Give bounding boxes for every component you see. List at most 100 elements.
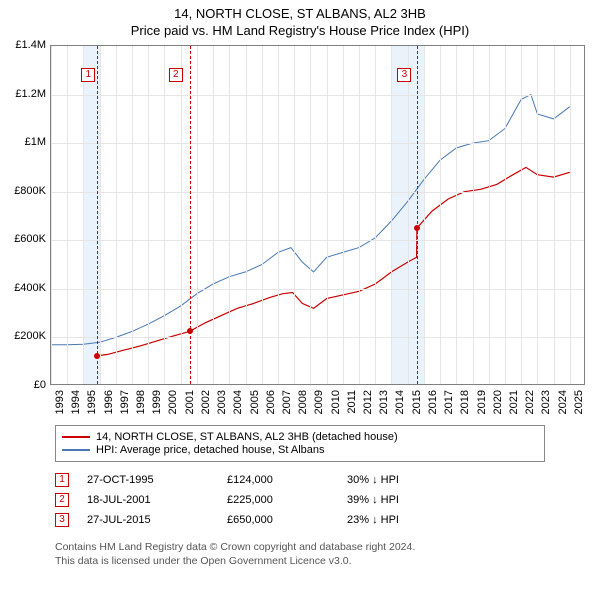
sale-point [414, 225, 420, 231]
sale-row: 2 18-JUL-2001 £225,000 39% ↓ HPI [55, 490, 545, 510]
attribution-line: This data is licensed under the Open Gov… [55, 554, 545, 568]
sale-point [94, 353, 100, 359]
gridline-x [278, 46, 279, 384]
x-axis-label: 2022 [524, 390, 536, 414]
sale-marker: 1 [81, 68, 95, 82]
gridline-x [343, 46, 344, 384]
gridline-x [181, 46, 182, 384]
gridline-x [375, 46, 376, 384]
gridline-x [67, 46, 68, 384]
gridline-x [100, 46, 101, 384]
x-axis-label: 1994 [70, 390, 82, 414]
sale-badge: 2 [55, 493, 69, 507]
x-axis-label: 2000 [167, 390, 179, 414]
gridline-x [424, 46, 425, 384]
legend: 14, NORTH CLOSE, ST ALBANS, AL2 3HB (det… [55, 425, 545, 462]
legend-row: HPI: Average price, detached house, St A… [62, 444, 538, 456]
x-axis-label: 2023 [540, 390, 552, 414]
x-axis-label: 1997 [119, 390, 131, 414]
gridline-x [310, 46, 311, 384]
sale-price: £650,000 [227, 514, 347, 526]
gridline-x [521, 46, 522, 384]
y-axis-label: £1M [0, 136, 46, 148]
gridline-x [391, 46, 392, 384]
gridline-x [456, 46, 457, 384]
x-axis-label: 2007 [281, 390, 293, 414]
sale-vline [417, 46, 418, 384]
attribution-line: Contains HM Land Registry data © Crown c… [55, 540, 545, 554]
plot-region: 1 2 3 [50, 45, 585, 385]
x-axis-label: 2018 [459, 390, 471, 414]
sale-delta: 30% ↓ HPI [347, 474, 467, 486]
x-axis-label: 2013 [378, 390, 390, 414]
gridline-x [473, 46, 474, 384]
x-axis-label: 2025 [573, 390, 585, 414]
chart-title-block: 14, NORTH CLOSE, ST ALBANS, AL2 3HB Pric… [0, 0, 600, 38]
legend-label: 14, NORTH CLOSE, ST ALBANS, AL2 3HB (det… [96, 431, 398, 443]
x-axis-label: 2002 [200, 390, 212, 414]
legend-swatch [62, 449, 90, 451]
y-axis-label: £600K [0, 233, 46, 245]
gridline-x [327, 46, 328, 384]
y-axis-label: £400K [0, 282, 46, 294]
x-axis-label: 2014 [394, 390, 406, 414]
gridline-x [116, 46, 117, 384]
y-axis-label: £0 [0, 379, 46, 391]
sale-vline [97, 46, 98, 384]
gridline-x [51, 46, 52, 384]
x-axis-label: 2004 [232, 390, 244, 414]
y-axis-label: £800K [0, 185, 46, 197]
sale-row: 3 27-JUL-2015 £650,000 23% ↓ HPI [55, 510, 545, 530]
sale-price: £124,000 [227, 474, 347, 486]
gridline-x [554, 46, 555, 384]
sales-table: 1 27-OCT-1995 £124,000 30% ↓ HPI 2 18-JU… [55, 470, 545, 530]
x-axis-label: 2011 [346, 390, 358, 414]
sale-date: 27-JUL-2015 [87, 514, 227, 526]
gridline-x [83, 46, 84, 384]
x-axis-label: 2003 [216, 390, 228, 414]
sale-row: 1 27-OCT-1995 £124,000 30% ↓ HPI [55, 470, 545, 490]
gridline-x [246, 46, 247, 384]
chart-title: 14, NORTH CLOSE, ST ALBANS, AL2 3HB [0, 6, 600, 21]
sale-date: 27-OCT-1995 [87, 474, 227, 486]
x-axis-label: 2016 [427, 390, 439, 414]
sale-badge: 3 [55, 513, 69, 527]
gridline-x [505, 46, 506, 384]
sale-marker: 3 [397, 68, 411, 82]
sale-price: £225,000 [227, 494, 347, 506]
sale-delta: 23% ↓ HPI [347, 514, 467, 526]
x-axis-label: 2015 [411, 390, 423, 414]
sale-point [187, 328, 193, 334]
x-axis-label: 2009 [313, 390, 325, 414]
gridline-x [294, 46, 295, 384]
x-axis-label: 1999 [151, 390, 163, 414]
x-axis-label: 1993 [54, 390, 66, 414]
legend-label: HPI: Average price, detached house, St A… [96, 444, 325, 456]
x-axis-label: 2005 [249, 390, 261, 414]
gridline-x [537, 46, 538, 384]
gridline-x [148, 46, 149, 384]
legend-row: 14, NORTH CLOSE, ST ALBANS, AL2 3HB (det… [62, 431, 538, 443]
gridline-x [440, 46, 441, 384]
x-axis-label: 1998 [135, 390, 147, 414]
gridline-x [359, 46, 360, 384]
x-axis-label: 2021 [508, 390, 520, 414]
x-axis-label: 2017 [443, 390, 455, 414]
x-axis-label: 2019 [476, 390, 488, 414]
gridline-x [570, 46, 571, 384]
x-axis-label: 2006 [265, 390, 277, 414]
y-axis-label: £200K [0, 330, 46, 342]
x-axis-label: 2024 [557, 390, 569, 414]
series-line-property [97, 167, 570, 356]
sale-marker: 2 [169, 68, 183, 82]
gridline-x [213, 46, 214, 384]
x-axis-label: 2012 [362, 390, 374, 414]
chart-subtitle: Price paid vs. HM Land Registry's House … [0, 23, 600, 38]
sale-delta: 39% ↓ HPI [347, 494, 467, 506]
x-axis-label: 2008 [297, 390, 309, 414]
y-axis-label: £1.2M [0, 88, 46, 100]
gridline-x [164, 46, 165, 384]
sale-badge: 1 [55, 473, 69, 487]
gridline-x [489, 46, 490, 384]
y-axis-label: £1.4M [0, 39, 46, 51]
